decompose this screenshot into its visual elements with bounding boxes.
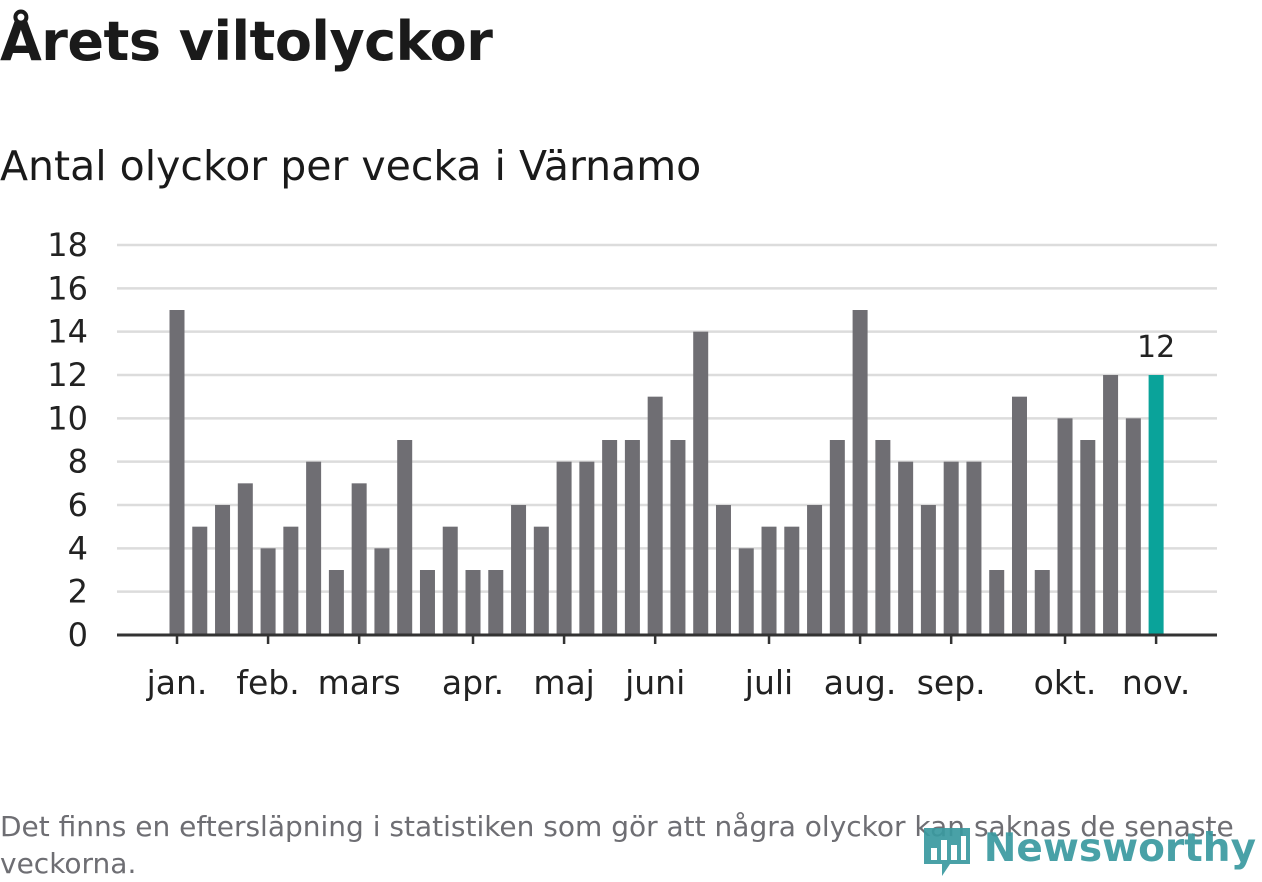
y-tick-label: 16	[47, 269, 88, 307]
y-tick-label: 6	[68, 486, 88, 524]
bar	[602, 440, 618, 635]
y-tick-label: 14	[47, 313, 88, 351]
bar	[1080, 440, 1096, 635]
x-tick-label: jan.	[146, 663, 208, 702]
bar	[1125, 418, 1141, 635]
bar	[533, 526, 549, 635]
bar	[1057, 418, 1073, 635]
x-tick-label: sep.	[917, 663, 986, 702]
bar	[192, 526, 208, 635]
y-tick-label: 18	[47, 226, 88, 264]
bar	[670, 440, 686, 635]
bar	[1011, 396, 1027, 635]
bar	[237, 483, 253, 635]
bar	[647, 396, 663, 635]
footnote: Det finns en eftersläpning i statistiken…	[0, 810, 1234, 880]
bar	[169, 310, 185, 635]
bars	[169, 310, 1164, 635]
bar	[875, 440, 891, 635]
bar	[442, 526, 458, 635]
bar	[898, 461, 914, 635]
bar	[715, 505, 731, 635]
bar	[374, 548, 390, 635]
x-tick-label: juni	[624, 663, 685, 702]
newsworthy-logo-icon	[923, 828, 970, 876]
data-labels: 12	[1137, 330, 1175, 365]
data-label-highlight: 12	[1137, 330, 1175, 365]
bar	[920, 505, 936, 635]
gridlines	[117, 243, 1217, 593]
bar	[807, 505, 823, 635]
bar	[738, 548, 754, 635]
chart-subtitle: Antal olyckor per vecka i Värnamo	[0, 142, 702, 190]
y-tick-label: 8	[68, 443, 88, 481]
y-tick-label: 2	[68, 573, 88, 611]
bar	[260, 548, 276, 635]
bar	[306, 461, 322, 635]
x-tick-label: okt.	[1034, 663, 1097, 702]
chart-title: Årets viltolyckor	[0, 10, 493, 73]
x-tick-label: feb.	[236, 663, 299, 702]
bar	[852, 310, 868, 635]
x-axis-ticks: jan. feb. mars apr. maj juni juli aug. sep. okt. n…	[146, 635, 1191, 702]
y-axis-ticks: 0 2 4 6 8 10 12 14 16 18	[47, 226, 88, 654]
bar	[1103, 375, 1119, 635]
bar	[397, 440, 413, 635]
bar	[1034, 570, 1050, 635]
bar	[215, 505, 231, 635]
x-tick-label: nov.	[1122, 663, 1191, 702]
bar	[419, 570, 435, 635]
bar	[328, 570, 344, 635]
bar	[465, 570, 481, 635]
bar	[966, 461, 982, 635]
bar	[943, 461, 959, 635]
bar	[829, 440, 845, 635]
x-tick-label: juli	[744, 663, 793, 702]
bar	[351, 483, 367, 635]
y-tick-label: 0	[68, 616, 88, 654]
bar	[488, 570, 504, 635]
y-tick-label: 4	[68, 529, 88, 567]
bar	[784, 526, 800, 635]
brand-name: Newsworthy	[983, 825, 1256, 871]
bar	[556, 461, 572, 635]
y-tick-label: 12	[47, 356, 88, 394]
x-tick-label: aug.	[824, 663, 897, 702]
x-tick-label: mars	[318, 663, 401, 702]
y-tick-label: 10	[47, 399, 88, 437]
bar	[989, 570, 1005, 635]
x-tick-label: apr.	[442, 663, 504, 702]
bar	[579, 461, 595, 635]
bar-highlight	[1148, 375, 1164, 635]
bar	[693, 331, 709, 635]
bar	[624, 440, 640, 635]
brand-logo: Newsworthy	[920, 818, 1256, 878]
bar	[283, 526, 299, 635]
bar	[761, 526, 777, 635]
x-tick-label: maj	[533, 663, 595, 702]
bar	[511, 505, 527, 635]
